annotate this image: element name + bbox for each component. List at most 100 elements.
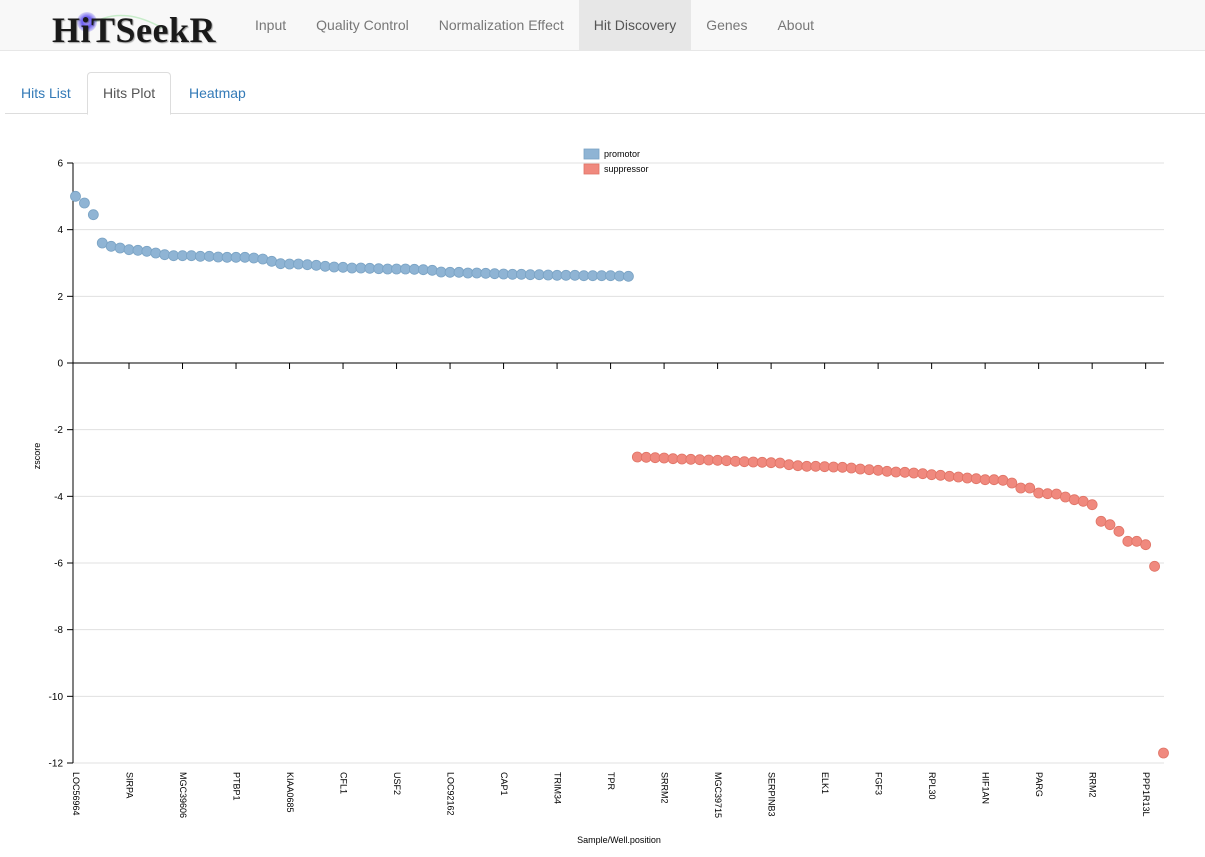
data-point-suppressor[interactable] bbox=[756, 456, 768, 468]
data-point-promotor[interactable] bbox=[328, 261, 340, 273]
data-point-suppressor[interactable] bbox=[1068, 494, 1080, 506]
data-point-suppressor[interactable] bbox=[738, 456, 750, 468]
data-point-promotor[interactable] bbox=[141, 245, 153, 257]
data-point-suppressor[interactable] bbox=[828, 461, 839, 473]
data-point-promotor[interactable] bbox=[364, 262, 376, 274]
data-point-suppressor[interactable] bbox=[952, 471, 964, 483]
data-point-promotor[interactable] bbox=[524, 269, 536, 281]
data-point-promotor[interactable] bbox=[507, 268, 518, 280]
data-point-suppressor[interactable] bbox=[872, 464, 884, 476]
data-point-promotor[interactable] bbox=[284, 258, 295, 270]
data-point-suppressor[interactable] bbox=[863, 464, 875, 476]
data-point-promotor[interactable] bbox=[194, 250, 206, 262]
data-point-suppressor[interactable] bbox=[1024, 482, 1036, 494]
data-point-suppressor[interactable] bbox=[1149, 560, 1160, 572]
data-point-promotor[interactable] bbox=[266, 255, 278, 267]
data-point-promotor[interactable] bbox=[150, 247, 162, 259]
data-point-promotor[interactable] bbox=[533, 269, 545, 281]
tab-heatmap[interactable]: Heatmap bbox=[189, 85, 246, 101]
data-point-suppressor[interactable] bbox=[810, 460, 822, 472]
data-point-promotor[interactable] bbox=[435, 266, 447, 278]
data-point-promotor[interactable] bbox=[400, 263, 411, 275]
data-point-promotor[interactable] bbox=[177, 250, 188, 262]
data-point-promotor[interactable] bbox=[471, 267, 483, 279]
data-point-promotor[interactable] bbox=[212, 251, 224, 263]
nav-item-genes[interactable]: Genes bbox=[706, 17, 748, 33]
data-point-suppressor[interactable] bbox=[854, 463, 866, 475]
data-point-promotor[interactable] bbox=[248, 252, 260, 264]
data-point-suppressor[interactable] bbox=[845, 462, 857, 474]
data-point-promotor[interactable] bbox=[79, 197, 90, 209]
data-point-suppressor[interactable] bbox=[649, 452, 661, 464]
data-point-suppressor[interactable] bbox=[1042, 488, 1053, 500]
data-point-suppressor[interactable] bbox=[926, 469, 938, 481]
data-point-suppressor[interactable] bbox=[819, 461, 831, 473]
data-point-suppressor[interactable] bbox=[631, 451, 643, 463]
data-point-suppressor[interactable] bbox=[712, 454, 723, 466]
data-point-suppressor[interactable] bbox=[730, 455, 741, 467]
data-point-promotor[interactable] bbox=[275, 258, 287, 270]
nav-item-input[interactable]: Input bbox=[255, 17, 287, 33]
data-point-suppressor[interactable] bbox=[783, 459, 795, 471]
data-point-promotor[interactable] bbox=[516, 268, 527, 280]
data-point-promotor[interactable] bbox=[587, 270, 599, 282]
brand-logo[interactable]: HiTSeekR bbox=[52, 6, 222, 48]
data-point-suppressor[interactable] bbox=[658, 452, 670, 464]
data-point-suppressor[interactable] bbox=[1113, 525, 1125, 537]
data-point-promotor[interactable] bbox=[319, 260, 331, 272]
data-point-suppressor[interactable] bbox=[881, 465, 893, 477]
data-point-promotor[interactable] bbox=[596, 270, 608, 282]
data-point-promotor[interactable] bbox=[382, 263, 394, 275]
data-point-suppressor[interactable] bbox=[908, 467, 920, 479]
data-point-promotor[interactable] bbox=[551, 269, 563, 281]
data-point-promotor[interactable] bbox=[489, 268, 501, 280]
data-point-promotor[interactable] bbox=[623, 270, 634, 282]
data-point-promotor[interactable] bbox=[462, 267, 474, 279]
tab-hits-list[interactable]: Hits List bbox=[21, 85, 71, 101]
data-point-suppressor[interactable] bbox=[1104, 519, 1116, 531]
data-point-promotor[interactable] bbox=[560, 269, 572, 281]
data-point-promotor[interactable] bbox=[114, 242, 126, 254]
data-point-suppressor[interactable] bbox=[721, 455, 732, 467]
data-point-suppressor[interactable] bbox=[747, 456, 759, 468]
nav-item-quality-control[interactable]: Quality Control bbox=[316, 17, 409, 33]
data-point-promotor[interactable] bbox=[168, 250, 179, 262]
data-point-suppressor[interactable] bbox=[899, 466, 911, 478]
data-point-suppressor[interactable] bbox=[935, 469, 946, 481]
data-point-promotor[interactable] bbox=[186, 250, 197, 262]
data-point-suppressor[interactable] bbox=[640, 451, 652, 463]
data-point-suppressor[interactable] bbox=[837, 461, 848, 473]
data-point-promotor[interactable] bbox=[293, 258, 304, 270]
data-point-suppressor[interactable] bbox=[1086, 499, 1098, 511]
nav-item-normalization-effect[interactable]: Normalization Effect bbox=[438, 17, 564, 33]
data-point-suppressor[interactable] bbox=[1051, 488, 1062, 500]
data-point-suppressor[interactable] bbox=[703, 454, 715, 466]
data-point-promotor[interactable] bbox=[239, 251, 251, 263]
data-point-promotor[interactable] bbox=[578, 270, 590, 282]
data-point-promotor[interactable] bbox=[453, 266, 465, 278]
data-point-promotor[interactable] bbox=[408, 263, 420, 275]
data-point-promotor[interactable] bbox=[569, 269, 581, 281]
data-point-promotor[interactable] bbox=[480, 267, 492, 279]
data-point-promotor[interactable] bbox=[87, 209, 99, 221]
data-point-suppressor[interactable] bbox=[792, 460, 804, 472]
data-point-suppressor[interactable] bbox=[1033, 487, 1045, 499]
data-point-suppressor[interactable] bbox=[1158, 747, 1169, 759]
data-point-promotor[interactable] bbox=[159, 249, 171, 261]
data-point-promotor[interactable] bbox=[203, 250, 215, 262]
data-point-suppressor[interactable] bbox=[917, 468, 929, 480]
data-point-suppressor[interactable] bbox=[890, 466, 902, 478]
data-point-suppressor[interactable] bbox=[1095, 515, 1107, 527]
data-point-promotor[interactable] bbox=[426, 264, 438, 276]
data-point-suppressor[interactable] bbox=[979, 474, 991, 486]
data-point-promotor[interactable] bbox=[605, 270, 616, 282]
data-point-promotor[interactable] bbox=[230, 251, 242, 263]
data-point-promotor[interactable] bbox=[391, 263, 402, 275]
data-point-promotor[interactable] bbox=[417, 264, 429, 276]
data-point-promotor[interactable] bbox=[346, 262, 358, 274]
data-point-suppressor[interactable] bbox=[765, 457, 777, 469]
data-point-promotor[interactable] bbox=[96, 237, 108, 249]
data-point-promotor[interactable] bbox=[310, 259, 322, 271]
data-point-suppressor[interactable] bbox=[774, 457, 786, 469]
data-point-suppressor[interactable] bbox=[667, 453, 679, 465]
